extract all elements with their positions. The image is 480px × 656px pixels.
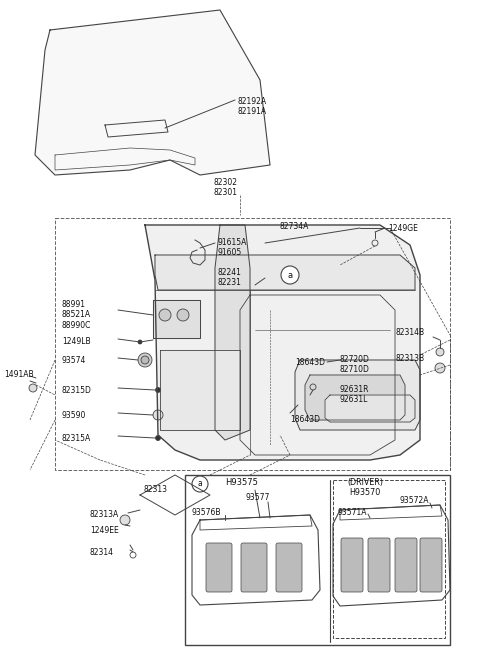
- Text: H93575: H93575: [225, 478, 258, 487]
- Text: 92631R
92631L: 92631R 92631L: [340, 385, 370, 404]
- Circle shape: [156, 436, 160, 440]
- Text: (DRIVER)
H93570: (DRIVER) H93570: [347, 478, 383, 497]
- Text: 93572A: 93572A: [400, 496, 430, 505]
- Circle shape: [436, 348, 444, 356]
- Circle shape: [159, 309, 171, 321]
- Polygon shape: [153, 300, 200, 338]
- FancyBboxPatch shape: [341, 538, 363, 592]
- Text: 91615A
91605: 91615A 91605: [218, 238, 247, 257]
- Polygon shape: [145, 225, 420, 460]
- Text: 93576B: 93576B: [192, 508, 221, 517]
- Text: 82734A: 82734A: [280, 222, 310, 231]
- Text: 93577: 93577: [245, 493, 269, 502]
- Circle shape: [120, 515, 130, 525]
- Text: 82314: 82314: [90, 548, 114, 557]
- Circle shape: [281, 266, 299, 284]
- Polygon shape: [305, 375, 405, 420]
- FancyBboxPatch shape: [185, 475, 450, 645]
- Text: 1491AB: 1491AB: [4, 370, 34, 379]
- Polygon shape: [340, 505, 442, 520]
- FancyBboxPatch shape: [368, 538, 390, 592]
- Polygon shape: [192, 515, 320, 605]
- Circle shape: [138, 353, 152, 367]
- Circle shape: [141, 356, 149, 364]
- FancyBboxPatch shape: [241, 543, 267, 592]
- Text: 18643D: 18643D: [290, 415, 320, 424]
- Text: 82241
82231: 82241 82231: [218, 268, 242, 287]
- Text: 82313: 82313: [143, 485, 167, 495]
- Circle shape: [177, 309, 189, 321]
- Text: 18643D: 18643D: [295, 358, 325, 367]
- Text: 88991
88521A
88990C: 88991 88521A 88990C: [62, 300, 91, 330]
- Text: 1249GE: 1249GE: [388, 224, 418, 233]
- Text: a: a: [198, 480, 203, 489]
- Text: a: a: [288, 270, 293, 279]
- Polygon shape: [160, 350, 240, 430]
- Text: 82302
82301: 82302 82301: [213, 178, 237, 197]
- Polygon shape: [35, 10, 270, 175]
- FancyBboxPatch shape: [420, 538, 442, 592]
- Circle shape: [29, 384, 37, 392]
- Text: 1249LB: 1249LB: [62, 337, 91, 346]
- Polygon shape: [200, 515, 312, 530]
- Text: 82313A: 82313A: [90, 510, 119, 519]
- Text: 1249EE: 1249EE: [90, 526, 119, 535]
- Polygon shape: [155, 255, 415, 290]
- Text: 82315D: 82315D: [62, 386, 92, 395]
- Text: 82720D
82710D: 82720D 82710D: [340, 355, 370, 375]
- Circle shape: [435, 363, 445, 373]
- Text: 93590: 93590: [62, 411, 86, 420]
- Text: 93574: 93574: [62, 356, 86, 365]
- Polygon shape: [333, 505, 450, 606]
- Text: 82192A
82191A: 82192A 82191A: [237, 97, 266, 116]
- FancyBboxPatch shape: [276, 543, 302, 592]
- FancyBboxPatch shape: [206, 543, 232, 592]
- Text: 82313B: 82313B: [395, 354, 424, 363]
- Text: 82315A: 82315A: [62, 434, 91, 443]
- Text: 82314B: 82314B: [395, 328, 424, 337]
- Polygon shape: [215, 225, 250, 440]
- Polygon shape: [295, 360, 420, 430]
- Circle shape: [156, 388, 160, 392]
- Circle shape: [192, 476, 208, 492]
- Circle shape: [138, 340, 142, 344]
- Circle shape: [153, 410, 163, 420]
- Polygon shape: [325, 395, 415, 422]
- FancyBboxPatch shape: [395, 538, 417, 592]
- Text: 93571A: 93571A: [338, 508, 368, 517]
